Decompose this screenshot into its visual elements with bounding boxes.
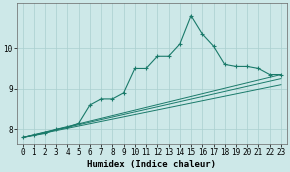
X-axis label: Humidex (Indice chaleur): Humidex (Indice chaleur) [87,159,216,169]
